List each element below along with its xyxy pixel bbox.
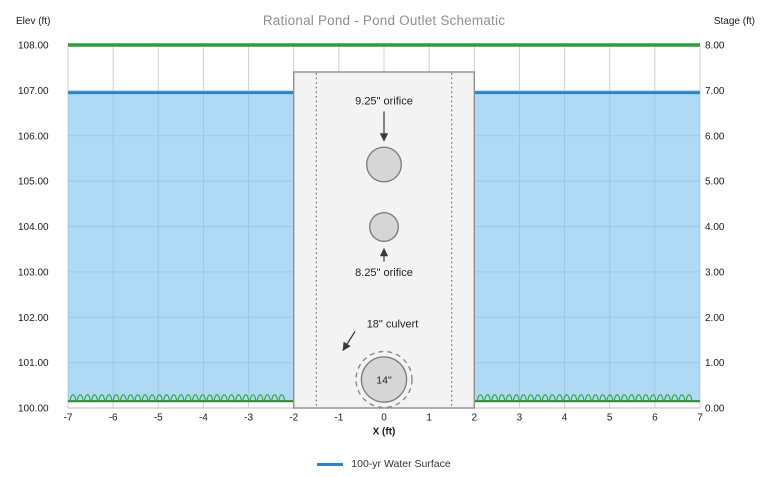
legend-label: 100-yr Water Surface	[351, 458, 451, 470]
orifice-825-circle	[369, 211, 400, 242]
orifice-925-circle	[366, 146, 403, 183]
elev-tick-label: 104.00	[18, 222, 49, 233]
x-tick-label: -5	[154, 413, 163, 424]
right-axis-title: Stage (ft)	[713, 16, 755, 27]
culvert-size-label: 14"	[376, 375, 392, 387]
x-tick-label: 2	[472, 413, 478, 424]
x-tick-label: 0	[381, 413, 387, 424]
x-tick-label: 7	[697, 413, 703, 424]
tick-labels: 108.00107.00106.00105.00104.00103.00102.…	[18, 41, 725, 424]
orifice-825-label: 8.25" orifice	[355, 267, 413, 279]
x-tick-label: -2	[289, 413, 298, 424]
elev-tick-label: 101.00	[18, 358, 49, 369]
x-tick-label: 5	[607, 413, 613, 424]
x-tick-label: 4	[562, 413, 568, 424]
stage-tick-label: 3.00	[705, 267, 725, 278]
x-tick-label: -4	[199, 413, 208, 424]
elev-tick-label: 100.00	[18, 404, 49, 415]
grass-tufts	[69, 394, 693, 402]
elev-tick-label: 106.00	[18, 131, 49, 142]
x-tick-label: -3	[244, 413, 253, 424]
legend-line-swatch	[317, 462, 344, 466]
elev-tick-label: 108.00	[18, 41, 49, 52]
grass-path	[69, 394, 693, 402]
stage-tick-label: 2.00	[705, 313, 725, 324]
culvert-label: 18" culvert	[367, 319, 419, 331]
x-axis-title: X (ft)	[373, 427, 396, 438]
culvert-inner-circle	[360, 356, 408, 403]
x-tick-label: -7	[64, 413, 73, 424]
culvert-outer-dashed-circle	[355, 350, 413, 409]
x-tick-label: 6	[652, 413, 658, 424]
stage-tick-label: 7.00	[705, 86, 725, 97]
stage-tick-label: 1.00	[705, 358, 725, 369]
chart-legend: 100-yr Water Surface	[0, 458, 768, 470]
x-tick-label: 3	[517, 413, 523, 424]
elev-tick-label: 103.00	[18, 267, 49, 278]
culvert-arrow	[342, 331, 356, 352]
orifice-925-label: 9.25" orifice	[355, 96, 413, 108]
stage-tick-label: 5.00	[705, 177, 725, 188]
stage-tick-label: 4.00	[705, 222, 725, 233]
stage-tick-label: 8.00	[705, 41, 725, 52]
stage-tick-label: 0.00	[705, 404, 725, 415]
elev-tick-label: 102.00	[18, 313, 49, 324]
elev-tick-label: 105.00	[18, 177, 49, 188]
x-tick-label: -6	[109, 413, 118, 424]
x-tick-label: 1	[426, 413, 432, 424]
elev-tick-label: 107.00	[18, 86, 49, 97]
chart-title: Rational Pond - Pond Outlet Schematic	[262, 13, 506, 28]
stage-tick-label: 6.00	[705, 131, 725, 142]
x-tick-label: -1	[334, 413, 343, 424]
left-axis-title: Elev (ft)	[16, 16, 51, 27]
